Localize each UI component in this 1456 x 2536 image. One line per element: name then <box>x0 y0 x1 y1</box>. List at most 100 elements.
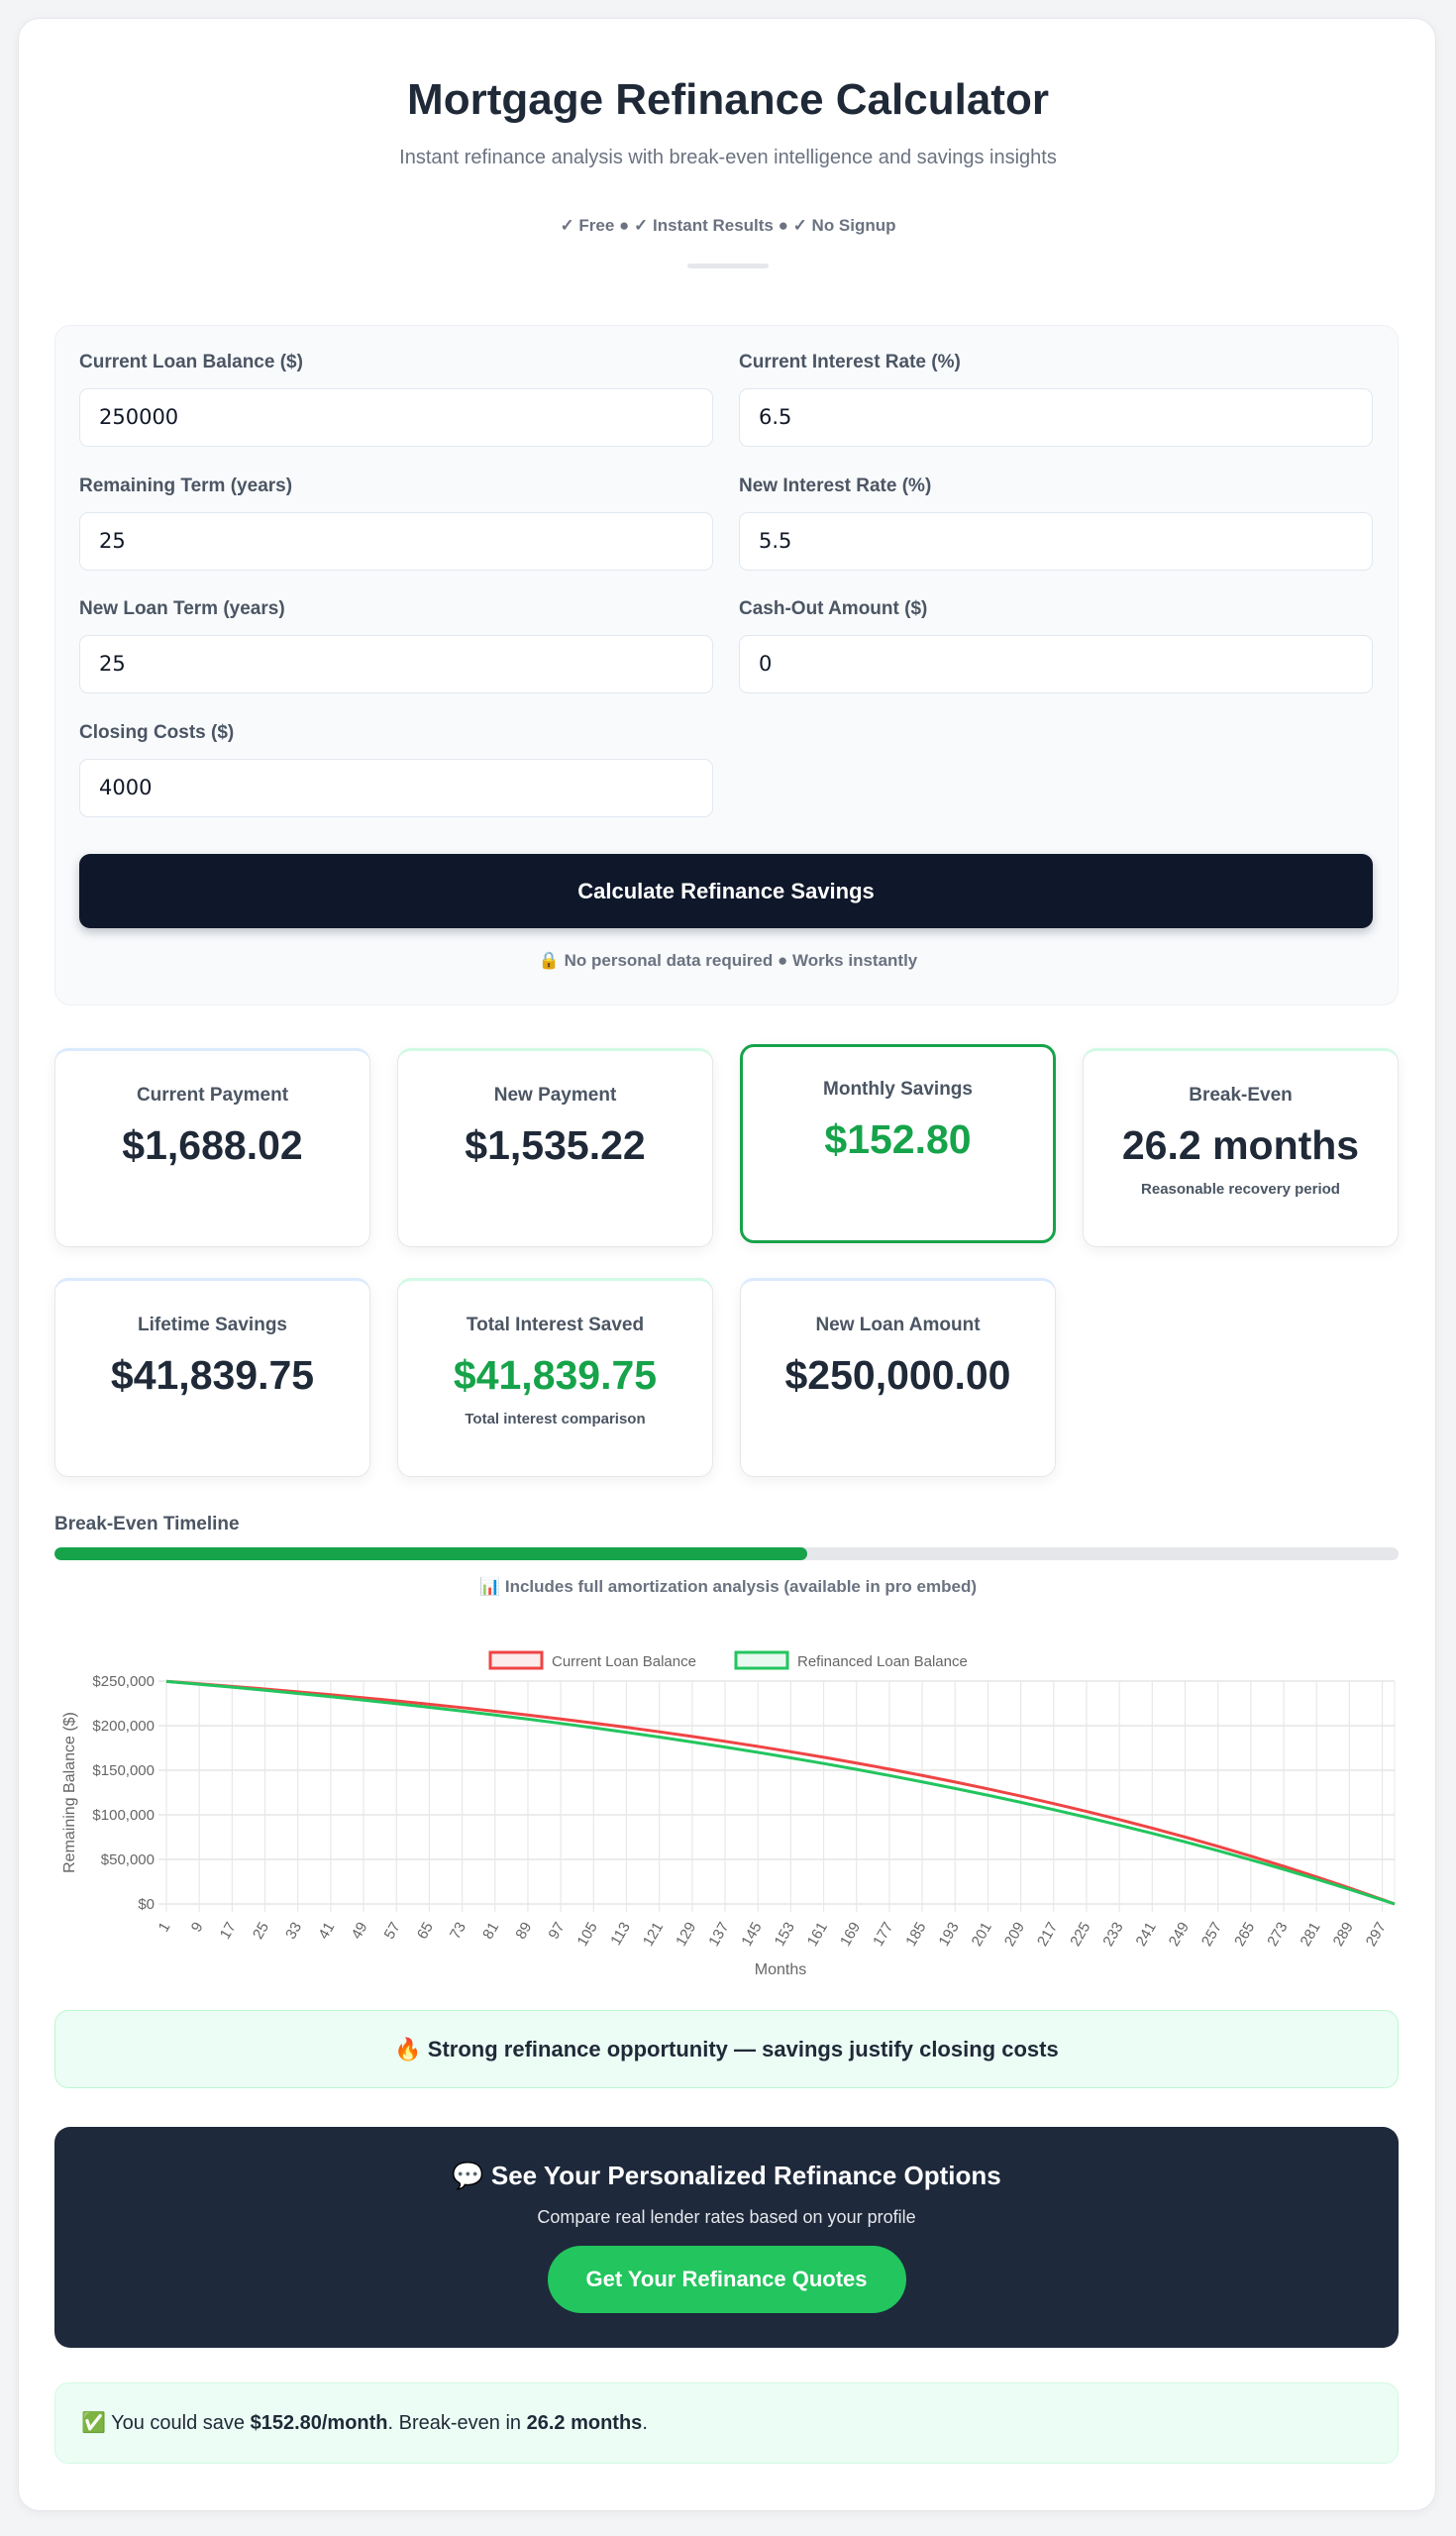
new-payment-card: New Payment $1,535.22 <box>397 1048 713 1247</box>
x-tick-label: 73 <box>447 1920 469 1943</box>
get-quotes-button[interactable]: Get Your Refinance Quotes <box>547 2246 906 2313</box>
legend-swatch <box>488 1650 544 1670</box>
summary-prefix: ✅ You could save <box>81 2412 251 2434</box>
x-tick-label: 137 <box>705 1920 732 1950</box>
x-tick-label: 193 <box>935 1920 962 1950</box>
x-tick-label: 129 <box>673 1920 699 1950</box>
x-tick-label: 145 <box>738 1920 765 1950</box>
x-tick-label: 241 <box>1133 1920 1160 1950</box>
x-tick-label: 297 <box>1363 1920 1390 1950</box>
calculate-button[interactable]: Calculate Refinance Savings <box>79 854 1373 928</box>
x-tick-label: 289 <box>1330 1920 1357 1950</box>
new-loan-amount-value: $250,000.00 <box>784 1352 1011 1398</box>
x-tick-label: 97 <box>546 1920 569 1943</box>
x-tick-label: 273 <box>1264 1920 1291 1950</box>
lifetime-savings-card: Lifetime Savings $41,839.75 <box>54 1278 370 1477</box>
break-even-card: Break-Even 26.2 months Reasonable recove… <box>1083 1048 1399 1247</box>
y-tick-label: $50,000 <box>101 1851 155 1868</box>
x-tick-label: 281 <box>1297 1920 1323 1950</box>
x-tick-label: 105 <box>574 1920 601 1950</box>
remaining-term-input[interactable]: 25 <box>79 511 713 571</box>
x-tick-label: 81 <box>479 1920 502 1943</box>
x-tick-label: 209 <box>1001 1920 1028 1950</box>
page-subtitle: Instant refinance analysis with break-ev… <box>399 147 1057 168</box>
monthly-savings-label: Monthly Savings <box>823 1079 973 1100</box>
balance-chart: $0 $50,000 $100,000 $150,000 $200,000 $250,00… <box>61 1650 1396 1978</box>
new-interest-rate-label: New Interest Rate (%) <box>739 475 932 496</box>
x-tick-label: 17 <box>217 1920 240 1943</box>
x-tick-label: 161 <box>804 1920 831 1950</box>
new-payment-value: $1,535.22 <box>465 1122 646 1168</box>
summary-savings: $152.80/month <box>250 2412 388 2434</box>
privacy-note: 🔒 No personal data required ● Works inst… <box>538 951 918 970</box>
current-loan-balance-input[interactable]: 250000 <box>79 388 713 447</box>
x-tick-label: 225 <box>1067 1920 1093 1950</box>
current-interest-rate-input[interactable]: 6.5 <box>739 388 1373 447</box>
new-payment-label: New Payment <box>493 1085 617 1106</box>
feature-badges: ✓ Free ● ✓ Instant Results ● ✓ No Signup <box>560 216 896 235</box>
x-tick-label: 113 <box>607 1920 634 1949</box>
y-axis-title: Remaining Balance ($) <box>61 1712 78 1873</box>
break-even-value: 26.2 months <box>1121 1122 1360 1168</box>
monthly-savings-value: $152.80 <box>824 1116 972 1162</box>
summary-suffix: . <box>642 2412 648 2434</box>
y-tick-label: $250,000 <box>92 1673 155 1690</box>
new-interest-rate-input[interactable]: 5.5 <box>739 511 1373 571</box>
page-title: Mortgage Refinance Calculator <box>407 75 1049 124</box>
x-tick-label: 9 <box>188 1920 207 1936</box>
new-loan-amount-card: New Loan Amount $250,000.00 <box>740 1278 1056 1477</box>
y-tick-label: $200,000 <box>92 1718 155 1735</box>
x-tick-label: 201 <box>969 1920 995 1950</box>
summary-middle: . Break-even in <box>387 2412 527 2434</box>
x-tick-label: 249 <box>1166 1920 1193 1950</box>
closing-costs-input[interactable]: 4000 <box>79 758 713 817</box>
x-tick-label: 65 <box>414 1920 437 1943</box>
total-interest-saved-value: $41,839.75 <box>453 1352 658 1398</box>
y-tick-label: $100,000 <box>92 1807 155 1824</box>
legend-label: Current Loan Balance <box>552 1653 696 1670</box>
cta-panel: 💬 See Your Personalized Refinance Option… <box>54 2127 1399 2348</box>
cta-heading: 💬 See Your Personalized Refinance Option… <box>452 2161 1001 2190</box>
break-even-timeline-label: Break-Even Timeline <box>54 1514 240 1534</box>
cash-out-amount-label: Cash-Out Amount ($) <box>739 598 928 619</box>
break-even-subtext: Reasonable recovery period <box>1141 1181 1340 1198</box>
monthly-savings-card: Monthly Savings $152.80 <box>740 1044 1056 1243</box>
total-interest-saved-card: Total Interest Saved $41,839.75 Total in… <box>397 1278 713 1477</box>
x-tick-label: 177 <box>870 1920 896 1950</box>
summary-months: 26.2 months <box>526 2412 643 2434</box>
break-even-label: Break-Even <box>1189 1085 1293 1106</box>
current-payment-value: $1,688.02 <box>122 1122 303 1168</box>
lifetime-savings-value: $41,839.75 <box>110 1352 315 1398</box>
total-interest-saved-label: Total Interest Saved <box>466 1315 645 1335</box>
x-tick-label: 57 <box>381 1920 404 1943</box>
x-tick-label: 169 <box>837 1920 864 1950</box>
cash-out-amount-input[interactable]: 0 <box>739 635 1373 693</box>
x-tick-label: 257 <box>1198 1920 1225 1950</box>
lifetime-savings-label: Lifetime Savings <box>138 1315 287 1335</box>
y-tick-label: $0 <box>138 1896 155 1913</box>
break-even-progress-bar <box>54 1547 1399 1560</box>
current-payment-card: Current Payment $1,688.02 <box>54 1048 370 1247</box>
x-tick-label: 217 <box>1034 1920 1061 1950</box>
new-loan-term-label: New Loan Term (years) <box>79 598 285 619</box>
x-tick-label: 89 <box>512 1920 535 1943</box>
divider <box>687 264 769 268</box>
new-loan-amount-label: New Loan Amount <box>815 1315 981 1335</box>
x-tick-label: 121 <box>640 1920 667 1950</box>
current-loan-balance-label: Current Loan Balance ($) <box>79 352 303 372</box>
x-tick-label: 33 <box>282 1920 305 1943</box>
x-tick-label: 49 <box>348 1920 370 1943</box>
x-axis-title: Months <box>755 1961 806 1978</box>
x-tick-label: 233 <box>1099 1920 1126 1950</box>
amortization-note: 📊 Includes full amortization analysis (a… <box>478 1577 977 1596</box>
remaining-term-label: Remaining Term (years) <box>79 475 293 496</box>
x-tick-label: 25 <box>250 1920 272 1943</box>
current-payment-label: Current Payment <box>136 1085 289 1106</box>
legend-swatch <box>734 1650 789 1670</box>
new-loan-term-input[interactable]: 25 <box>79 635 713 693</box>
recommendation-alert: 🔥 Strong refinance opportunity — savings… <box>54 2010 1399 2088</box>
legend-label: Refinanced Loan Balance <box>797 1653 968 1670</box>
x-tick-label: 41 <box>315 1920 338 1943</box>
x-tick-label: 153 <box>772 1920 798 1950</box>
total-interest-saved-subtext: Total interest comparison <box>465 1411 646 1427</box>
